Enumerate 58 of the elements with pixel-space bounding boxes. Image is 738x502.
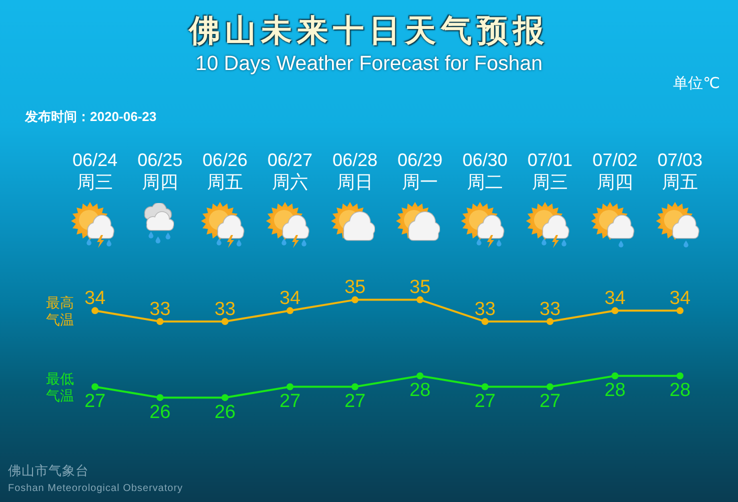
x-tick-label: 06/24 周三 — [72, 150, 118, 192]
text: 单位℃ — [673, 74, 720, 94]
point — [352, 383, 358, 390]
point — [416, 372, 424, 380]
x-tick-label: 06/29 周一 — [397, 150, 443, 192]
point — [612, 307, 618, 314]
point — [482, 318, 488, 326]
point — [286, 307, 294, 314]
data-label: 26 — [149, 402, 171, 423]
text: Foshan Meteorological Observatory — [8, 482, 183, 496]
x-tick-label: 06/26 周五 — [202, 150, 248, 192]
point — [286, 383, 294, 390]
data-label: 27 — [84, 390, 106, 412]
data-label: 34 — [84, 288, 106, 309]
x-tick-label: 07/03 周五 — [657, 150, 703, 192]
x-tick-label: 07/01 周三 — [527, 150, 573, 192]
x-tick-label: 06/25 周四 — [137, 150, 183, 192]
data-label: 35 — [409, 277, 431, 298]
data-label: 33 — [474, 298, 496, 320]
point — [546, 318, 554, 326]
point — [352, 296, 358, 304]
chart-title: 佛山未来十日天气预报 — [187, 12, 550, 50]
point — [222, 394, 228, 402]
x-tick-label: 07/02 周四 — [592, 150, 638, 192]
point — [546, 383, 554, 390]
data-label: 28 — [604, 380, 626, 402]
x-tick-label: 06/28 周日 — [332, 150, 378, 192]
text: 佛山市气象台 — [8, 462, 89, 480]
x-tick-label: 06/30 周二 — [462, 150, 508, 192]
point — [676, 372, 684, 380]
point — [222, 318, 228, 326]
point — [416, 296, 424, 304]
point — [92, 383, 98, 390]
chart-subtitle: 10 Days Weather Forecast for Foshan — [194, 52, 544, 76]
data-label: 26 — [214, 402, 236, 423]
point — [612, 372, 618, 380]
data-label: 34 — [604, 288, 626, 309]
data-label: 34 — [669, 288, 691, 309]
point — [482, 383, 488, 390]
point — [92, 307, 98, 314]
data-label: 27 — [344, 390, 366, 412]
data-label: 33 — [214, 298, 236, 320]
data-label: 28 — [409, 380, 431, 402]
text: 发布时间：2020-06-23 — [25, 108, 156, 126]
series-label: 最低气温 — [46, 370, 74, 404]
data-label: 27 — [539, 390, 561, 412]
data-label: 33 — [149, 298, 171, 320]
x-tick-label: 06/27 周六 — [267, 150, 313, 192]
point — [676, 307, 684, 314]
data-label: 34 — [279, 288, 301, 309]
data-label: 28 — [669, 380, 691, 402]
data-label: 27 — [474, 390, 496, 412]
data-label: 35 — [344, 277, 366, 298]
series-label: 最高气温 — [46, 294, 74, 328]
data-label: 33 — [539, 298, 561, 320]
point — [156, 318, 164, 326]
data-label: 27 — [279, 390, 301, 412]
point — [156, 394, 164, 402]
